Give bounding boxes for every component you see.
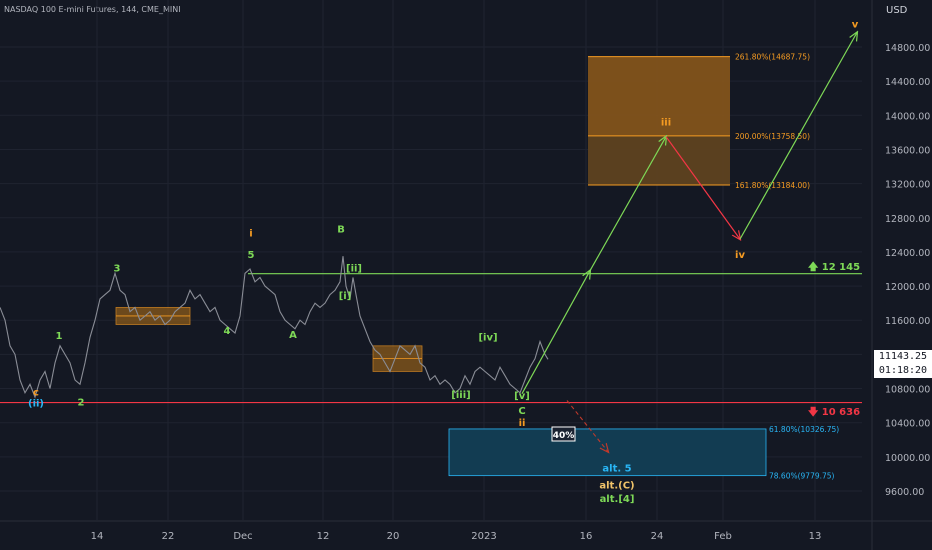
projection-arrow-up (521, 271, 590, 394)
x-tick-label: 14 (91, 531, 104, 542)
wave-label: 2 (78, 398, 85, 409)
wave-label: ii (519, 418, 526, 429)
support-level-label: 🡇 10 636 (808, 406, 861, 418)
wave-label: [i] (339, 291, 352, 302)
y-tick-label: 11600.00 (885, 316, 930, 327)
wave-label: c (33, 387, 39, 398)
y-tick-label: 14000.00 (885, 111, 930, 122)
arrow-down-icon: 🡇 (808, 406, 819, 418)
percent-badge: 40% (553, 431, 575, 441)
fib-box-upper (588, 56, 730, 136)
y-tick-label: 14400.00 (885, 77, 930, 88)
wave-label: 1 (56, 331, 63, 342)
x-tick-label: 22 (162, 531, 175, 542)
current-price-tag: 11143.25 01:18:20 (874, 350, 932, 378)
fib-label: 78.60%(9779.75) (769, 472, 835, 481)
wave-label: 5 (248, 250, 255, 261)
y-tick-label: 12000.00 (885, 282, 930, 293)
y-tick-label: 13200.00 (885, 180, 930, 191)
wave-label: [iii] (451, 390, 470, 401)
projection-arrow-up (589, 137, 666, 272)
current-price: 11143.25 (878, 351, 928, 362)
wave-label: iii (661, 118, 671, 129)
x-tick-label: 16 (580, 531, 593, 542)
wave-label: alt.(C) (599, 480, 634, 491)
wave-label: [iv] (478, 333, 497, 344)
x-tick-label: Feb (714, 531, 732, 542)
fib-label: 61.80%(10326.75) (769, 425, 839, 434)
currency-label: USD (886, 5, 908, 16)
wave-label: B (337, 224, 345, 235)
x-tick-label: 20 (387, 531, 400, 542)
percent-badge-box (551, 426, 576, 442)
price-line (0, 256, 549, 399)
x-tick-label: Dec (233, 531, 252, 542)
y-tick-label: 13600.00 (885, 145, 930, 156)
y-tick-label: 10800.00 (885, 385, 930, 396)
wave-label: [v] (514, 391, 530, 402)
chart-title: NASDAQ 100 E-mini Futures, 144, CME_MINI (4, 5, 181, 14)
y-tick-label: 14800.00 (885, 43, 930, 54)
projection-arrow-up (739, 32, 857, 240)
x-tick-label: 13 (809, 531, 822, 542)
x-tick-label: 12 (317, 531, 330, 542)
arrow-up-icon: 🡅 (808, 261, 819, 273)
fib-label: 161.80%(13184.00) (735, 181, 810, 190)
projection-arrow-down (665, 136, 740, 239)
wave-label: 3 (114, 264, 121, 275)
wave-label: A (289, 330, 297, 341)
wave-label: i (249, 229, 252, 240)
wave-label: alt.[4] (600, 494, 635, 505)
wave-label: C (518, 406, 525, 417)
x-tick-label: 2023 (471, 531, 496, 542)
x-tick-label: 24 (651, 531, 664, 542)
wave-label: 4 (224, 326, 231, 337)
y-tick-label: 12800.00 (885, 214, 930, 225)
wave-label: alt. 5 (602, 463, 631, 474)
y-tick-label: 10000.00 (885, 453, 930, 464)
resistance-level-label: 🡅 12 145 (808, 261, 861, 273)
y-tick-label: 10400.00 (885, 419, 930, 430)
fib-label: 200.00%(13758.50) (735, 132, 810, 141)
fib-label: 261.80%(14687.75) (735, 53, 810, 62)
bar-countdown: 01:18:20 (878, 365, 928, 376)
y-tick-label: 9600.00 (885, 487, 924, 498)
alt-projection-arrow (566, 400, 608, 451)
fib-box-lower (588, 135, 730, 185)
wave-label: iv (735, 250, 745, 261)
wave-label: [ii] (346, 264, 362, 275)
wave-label: (ii) (28, 398, 44, 409)
y-tick-label: 12400.00 (885, 248, 930, 259)
wave-label: v (852, 19, 859, 30)
